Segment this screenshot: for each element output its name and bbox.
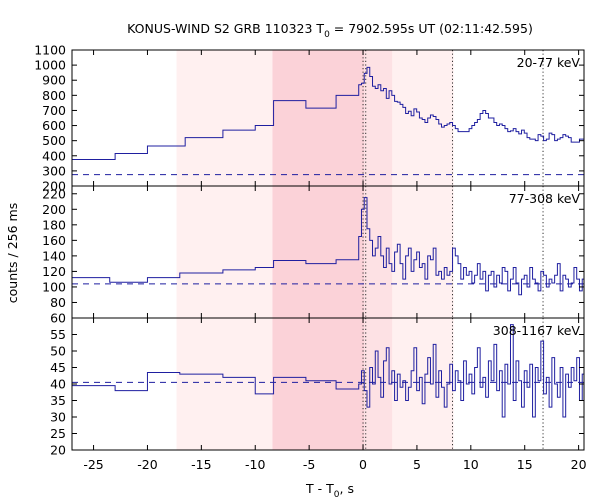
count-rate-curve xyxy=(72,324,584,418)
y-tick-label: 40 xyxy=(50,377,66,392)
y-tick-label: 100 xyxy=(42,279,66,294)
y-tick-label: 600 xyxy=(42,118,66,133)
y-tick-label: 300 xyxy=(42,163,66,178)
x-tick-label: 0 xyxy=(359,457,367,472)
x-tick-label: 15 xyxy=(517,457,533,472)
energy-band-label: 308-1167 keV xyxy=(493,323,581,338)
x-tick-label: -10 xyxy=(245,457,265,472)
x-axis-label: T - T0, s xyxy=(305,481,354,500)
y-tick-label: 700 xyxy=(42,103,66,118)
y-tick-label: 1100 xyxy=(34,43,66,58)
energy-band-label: 77-308 keV xyxy=(509,191,581,206)
y-tick-label: 200 xyxy=(42,202,66,217)
x-tick-label: -20 xyxy=(137,457,157,472)
x-tick-label: 10 xyxy=(463,457,479,472)
y-tick-label: 20 xyxy=(50,443,66,458)
y-tick-label: 35 xyxy=(50,393,66,408)
y-tick-label: 1000 xyxy=(34,58,66,73)
y-tick-label: 900 xyxy=(42,73,66,88)
chart-title: KONUS-WIND S2 GRB 110323 T0 = 7902.595s … xyxy=(127,21,533,40)
x-tick-label: -25 xyxy=(83,457,103,472)
x-tick-label: 5 xyxy=(413,457,421,472)
count-rate-curve xyxy=(72,66,584,161)
y-tick-label: 500 xyxy=(42,133,66,148)
count-rate-curve xyxy=(72,197,584,296)
y-tick-label: 160 xyxy=(42,233,66,248)
y-tick-label: 120 xyxy=(42,264,66,279)
y-tick-label: 800 xyxy=(42,88,66,103)
shaded-region-3 xyxy=(272,318,365,450)
x-tick-label: -15 xyxy=(191,457,211,472)
shaded-region-3 xyxy=(272,186,365,318)
y-tick-label: 400 xyxy=(42,148,66,163)
y-tick-label: 220 xyxy=(42,186,66,201)
y-tick-label: 140 xyxy=(42,248,66,263)
y-tick-label: 60 xyxy=(50,311,66,326)
y-tick-label: 25 xyxy=(50,426,66,441)
y-tick-label: 45 xyxy=(50,360,66,375)
y-tick-label: 50 xyxy=(50,344,66,359)
y-tick-label: 55 xyxy=(50,327,66,342)
y-tick-label: 30 xyxy=(50,410,66,425)
y-tick-label: 80 xyxy=(50,295,66,310)
x-tick-label: -5 xyxy=(303,457,315,472)
y-tick-label: 180 xyxy=(42,217,66,232)
x-tick-label: 20 xyxy=(571,457,587,472)
y-tick-label: 200 xyxy=(42,179,66,194)
y-axis-label: counts / 256 ms xyxy=(5,203,20,303)
shaded-region-3 xyxy=(272,50,365,186)
energy-band-label: 20-77 keV xyxy=(517,55,581,70)
